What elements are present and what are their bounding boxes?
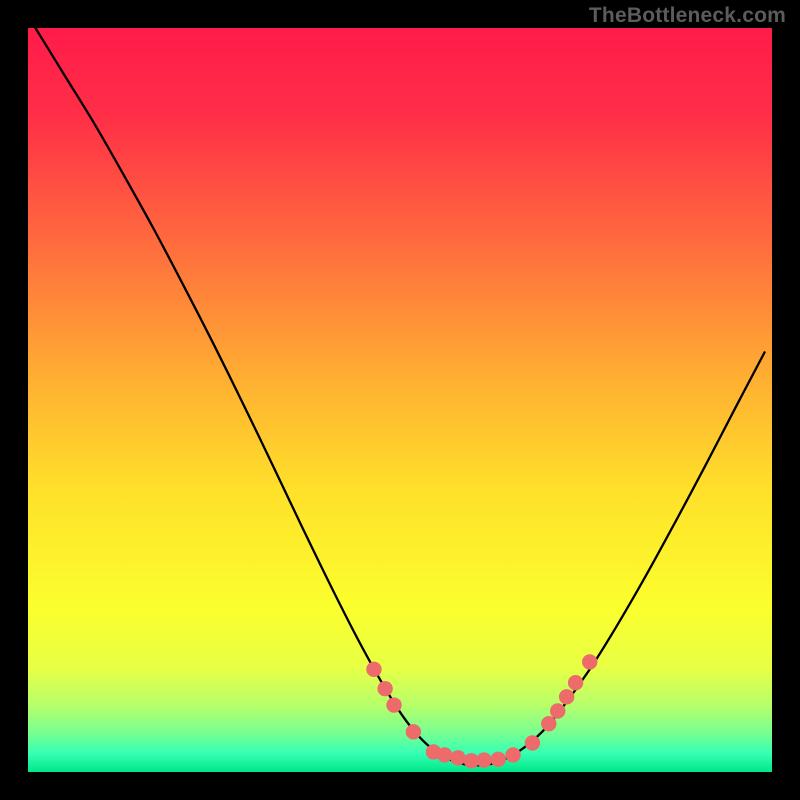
bottleneck-curve <box>35 28 764 765</box>
curve-marker <box>437 748 451 762</box>
curve-marker <box>491 752 505 766</box>
curve-marker <box>525 736 539 750</box>
chart-curve-layer <box>28 28 772 772</box>
curve-marker <box>406 725 420 739</box>
chart-plot-area <box>28 28 772 772</box>
curve-marker <box>559 690 573 704</box>
curve-marker <box>583 655 597 669</box>
curve-marker <box>387 698 401 712</box>
curve-marker <box>477 753 491 767</box>
watermark-text: TheBottleneck.com <box>589 4 786 28</box>
curve-marker <box>542 716 556 730</box>
curve-marker <box>568 676 582 690</box>
curve-marker <box>451 751 465 765</box>
curve-marker <box>378 681 392 695</box>
curve-markers-group <box>367 655 597 768</box>
curve-marker <box>506 748 520 762</box>
curve-marker <box>551 704 565 718</box>
curve-marker <box>367 662 381 676</box>
